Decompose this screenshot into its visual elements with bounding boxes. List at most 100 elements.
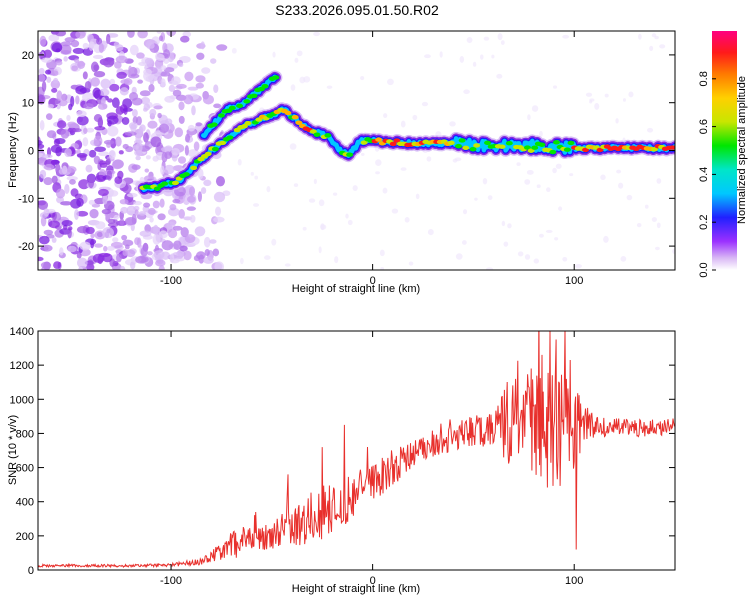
spectrogram-noise-blob (108, 190, 119, 197)
spectrogram-noise-blob (491, 54, 495, 59)
spectrogram-y-tick-label: 20 (22, 50, 34, 62)
spectrogram-noise-blob (92, 87, 101, 99)
spectrogram-noise-blob (43, 49, 53, 59)
spectrogram-noise-blob (86, 127, 95, 133)
spectrogram-noise-blob (135, 133, 141, 144)
spectrogram-noise-blob (161, 240, 174, 251)
spectrogram-noise-blob (213, 216, 225, 223)
spectrogram-noise-blob (84, 80, 92, 90)
spectrogram-noise-blob (585, 92, 593, 97)
spectrogram-noise-blob (118, 150, 124, 155)
spectrogram-noise-blob (483, 36, 490, 41)
spectrogram-noise-blob (125, 249, 136, 258)
spectrogram-ridge-hotspot (153, 186, 161, 191)
spectrogram-noise-blob (313, 178, 317, 185)
spectrogram-noise-blob (67, 227, 72, 239)
spectrogram-noise-blob (124, 131, 137, 136)
spectrogram-noise-blob (93, 114, 103, 123)
spectrogram-noise-blob (196, 52, 205, 60)
spectrogram-noise-blob (64, 148, 72, 158)
spectrogram-noise-blob (112, 237, 119, 243)
spectrogram-noise-blob (552, 167, 557, 174)
spectrogram-noise-blob (116, 71, 127, 79)
spectrogram-noise-blob (94, 146, 106, 152)
spectrogram-noise-blob (296, 50, 303, 57)
spectrogram-noise-blob (203, 179, 212, 187)
spectrogram-noise-blob (200, 187, 207, 194)
spectrogram-ridge-hotspot (210, 122, 218, 127)
spectrogram-noise-blob (380, 267, 385, 270)
spectrogram-noise-blob (191, 105, 196, 116)
spectrogram-noise-blob (194, 226, 206, 237)
spectrogram-noise-blob (143, 132, 149, 143)
spectrogram-noise-blob (98, 88, 110, 97)
spectrogram-noise-blob (97, 103, 108, 110)
spectrogram-ridge-hotspot (462, 145, 470, 151)
colorbar-gradient (712, 31, 737, 270)
spectrogram-noise-blob (70, 40, 80, 48)
spectrogram-noise-blob (128, 65, 133, 76)
spectrogram-noise-blob (184, 71, 194, 82)
spectrogram-noise-blob (153, 105, 163, 110)
spectrogram-ridge-hotspot (469, 147, 477, 152)
spectrogram-noise-blob (130, 223, 135, 232)
spectrogram-noise-blob (74, 58, 80, 63)
spectrogram-noise-blob (102, 253, 113, 263)
spectrogram-noise-blob (38, 67, 45, 75)
spectrogram-noise-blob (101, 208, 112, 215)
spectrogram-ridge-hotspot (360, 140, 368, 145)
spectrogram-noise-blob (545, 229, 553, 233)
spectrogram-x-tick-label: 100 (565, 275, 583, 287)
spectrogram-noise-blob (83, 127, 88, 134)
spectrogram-noise-blob (185, 133, 191, 143)
spectrogram-noise-blob (160, 165, 165, 175)
spectrogram-ridge-hotspot (650, 147, 658, 152)
spectrogram-noise-blob (180, 227, 189, 238)
spectrogram-noise-blob (138, 61, 148, 66)
spectrogram-noise-blob (302, 226, 307, 231)
spectrogram-ridge-hotspot (284, 110, 292, 116)
spectrogram-noise-blob (197, 191, 202, 202)
spectrogram-noise-blob (134, 149, 143, 157)
spectrogram-noise-blob (73, 128, 82, 133)
spectrogram-noise-blob (129, 44, 139, 56)
spectrogram-noise-blob (43, 229, 54, 236)
spectrogram-noise-blob (400, 167, 407, 171)
spectrogram-noise-blob (215, 175, 225, 187)
spectrogram-noise-blob (55, 31, 67, 37)
spectrogram-ridge-hotspot (447, 140, 455, 145)
spectrogram-noise-blob (90, 77, 101, 87)
spectrogram-noise-blob (157, 112, 162, 119)
snr-x-tick-label: 100 (565, 575, 583, 587)
spectrogram-noise-blob (172, 198, 181, 204)
spectrogram-ridge-hotspot (171, 180, 179, 186)
spectrogram-noise-blob (375, 171, 380, 175)
spectrogram-noise-blob (157, 213, 166, 221)
spectrogram-noise-blob (569, 173, 574, 177)
spectrogram-noise-blob (254, 175, 259, 180)
spectrogram-ridge-hotspot (527, 148, 535, 153)
spectrogram-noise-blob (79, 154, 87, 162)
spectrogram-noise-blob (168, 80, 179, 85)
spectrogram-noise-blob (144, 224, 152, 233)
spectrogram-noise-blob (134, 237, 141, 245)
spectrogram-noise-blob (516, 162, 521, 167)
spectrogram-noise-blob (97, 188, 109, 196)
spectrogram-noise-blob (119, 87, 129, 96)
spectrogram-ridge-hotspot (313, 132, 321, 137)
spectrogram-noise-blob (41, 154, 53, 159)
spectrogram-noise-blob (38, 143, 45, 149)
spectrogram-noise-blob (203, 236, 211, 248)
spectrogram-noise-blob (38, 235, 50, 245)
spectrogram-noise-blob (195, 75, 206, 83)
spectrogram-noise-blob (266, 186, 271, 193)
spectrogram-noise-blob (96, 37, 103, 45)
spectrogram-noise-blob (139, 90, 151, 97)
spectrogram-noise-blob (589, 100, 593, 104)
spectrogram-noise-blob (143, 68, 152, 76)
spectrogram-x-label: Height of straight line (km) (292, 283, 420, 295)
spectrogram-noise-blob (135, 155, 141, 161)
spectrogram-noise-blob (139, 124, 146, 132)
spectrogram-noise-blob (51, 42, 63, 53)
spectrogram-noise-blob (85, 164, 93, 173)
